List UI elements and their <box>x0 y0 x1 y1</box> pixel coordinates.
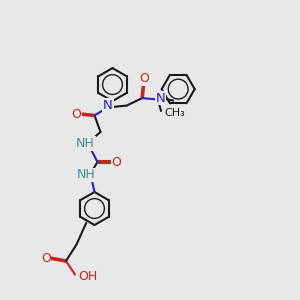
Text: O: O <box>111 155 121 169</box>
Text: N: N <box>103 99 113 112</box>
Text: OH: OH <box>79 270 98 284</box>
Text: O: O <box>139 72 148 86</box>
Text: NH: NH <box>76 137 95 150</box>
Text: CH₃: CH₃ <box>165 108 185 118</box>
Text: NH: NH <box>77 168 95 182</box>
Text: O: O <box>41 251 51 265</box>
Text: O: O <box>72 107 81 121</box>
Text: N: N <box>155 92 165 105</box>
